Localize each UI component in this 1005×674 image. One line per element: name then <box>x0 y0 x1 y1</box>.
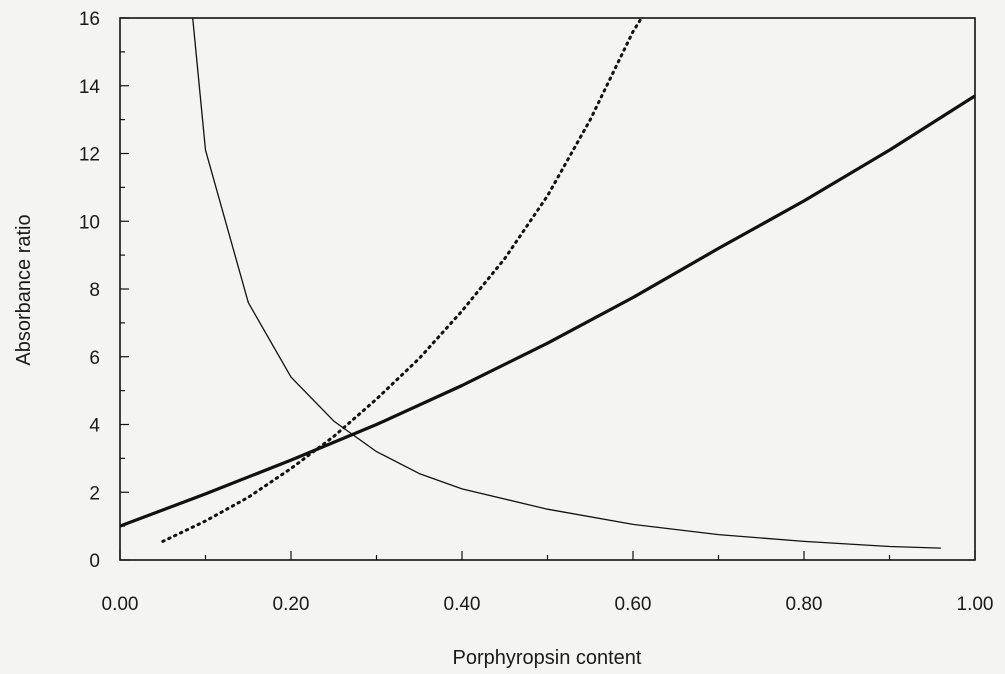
series-line-1 <box>192 17 941 549</box>
x-tick-label-2: 0.40 <box>444 594 481 615</box>
y-tick-label-8: 16 <box>79 9 100 30</box>
x-tick-label-3: 0.60 <box>615 594 652 615</box>
y-tick-label-1: 2 <box>89 483 100 504</box>
y-tick-label-2: 4 <box>89 416 100 437</box>
y-tick-label-7: 14 <box>79 77 101 98</box>
plot-area: 0 2 4 6 8 10 12 14 16 0.00 0.20 0.40 0.60 0.80 1.00 <box>79 9 994 615</box>
x-tick-label-4: 0.80 <box>786 594 823 615</box>
y-tick-label-3: 6 <box>89 348 100 369</box>
series-line-0 <box>119 94 976 528</box>
y-axis-label: Absorbance ratio <box>13 214 35 365</box>
series-line-2 <box>161 16 643 543</box>
x-tick-label-0: 0.00 <box>102 594 139 615</box>
x-tick-label-1: 0.20 <box>273 594 310 615</box>
x-tick-label-5: 1.00 <box>957 594 994 615</box>
y-tick-label-4: 8 <box>89 280 100 301</box>
x-axis-label: Porphyropsin content <box>452 647 641 669</box>
y-tick-label-5: 10 <box>79 212 100 233</box>
y-tick-label-0: 0 <box>89 551 100 572</box>
y-tick-label-6: 12 <box>79 145 100 166</box>
